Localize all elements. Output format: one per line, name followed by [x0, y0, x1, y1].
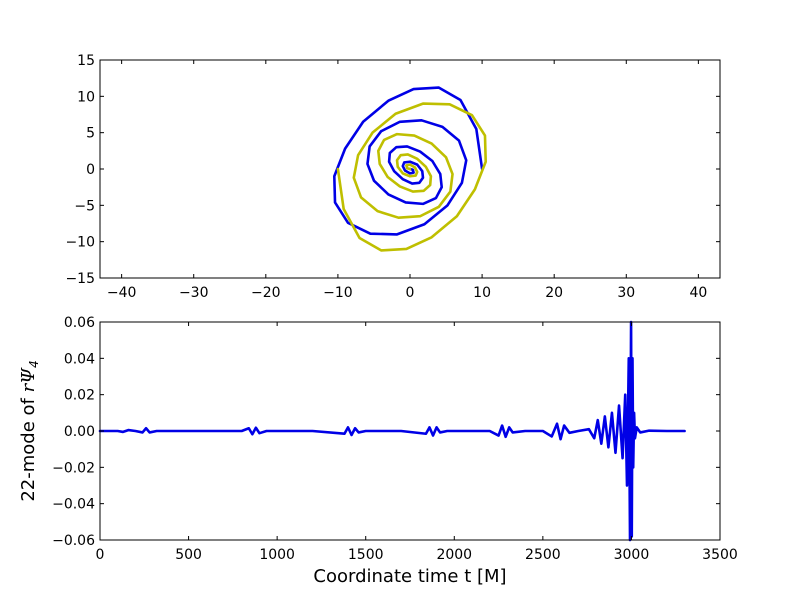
y-axis-label-prefix: 22-mode of — [18, 392, 39, 501]
orbit-x-tick-label: 40 — [689, 285, 707, 301]
orbit-plot: −40 −30 −20 −10 0 10 20 30 40 15 10 5 0 −5 −10 −15 — [65, 53, 721, 301]
orbit-x-tick-label: 10 — [473, 285, 491, 301]
orbit-y-tick-label: −5 — [74, 198, 95, 214]
orbit-x-tick-label: −40 — [107, 285, 137, 301]
waveform-x-axis: 0 500 1000 1500 2000 2500 3000 3500 — [96, 322, 738, 563]
orbit-x-tick-label: 0 — [406, 285, 415, 301]
x-axis-label: Coordinate time t [M] — [313, 566, 506, 587]
waveform-series-group — [98, 320, 686, 542]
waveform-y-axis: 0.06 0.04 0.02 0.00 −0.02 −0.04 −0.06 — [52, 315, 720, 549]
waveform-x-tick-label: 3000 — [614, 547, 650, 563]
waveform-y-tick-label: −0.04 — [52, 497, 95, 513]
waveform-x-tick-label: 2500 — [525, 547, 561, 563]
orbit-x-tick-label: 20 — [545, 285, 563, 301]
waveform-y-tick-label: 0.04 — [64, 351, 95, 367]
waveform-x-tick-label: 3500 — [702, 547, 738, 563]
waveform-plot: 0 500 1000 1500 2000 2500 3000 3500 0.060.040.0… — [18, 315, 738, 587]
waveform-x-tick-label: 2000 — [436, 547, 472, 563]
orbit-y-tick-label: −15 — [65, 271, 95, 287]
orbit-y-tick-label: 5 — [86, 126, 95, 142]
orbit-y-tick-label: −10 — [65, 235, 95, 251]
y-axis-label: 22-mode of rΨ4 — [18, 360, 41, 501]
orbit-series-line-1 — [336, 102, 487, 252]
orbit-series-line-0 — [333, 86, 484, 236]
orbit-series-group — [333, 86, 487, 252]
y-axis-label-math: rΨ — [18, 367, 39, 393]
orbit-x-tick-label: −30 — [179, 285, 209, 301]
orbit-x-tick-label: −10 — [323, 285, 353, 301]
waveform-y-tick-label: 0.00 — [64, 424, 95, 440]
waveform-y-tick-label: 0.02 — [64, 388, 95, 404]
waveform-x-tick-label: 500 — [175, 547, 202, 563]
orbit-y-axis: 15 10 5 0 −5 −10 −15 — [65, 53, 720, 287]
y-axis-label-subscript: 4 — [27, 360, 41, 368]
waveform-series-line-0 — [98, 320, 686, 542]
orbit-y-tick-label: 15 — [77, 53, 95, 69]
orbit-y-tick-label: 10 — [77, 89, 95, 105]
orbit-x-tick-label: 30 — [617, 285, 635, 301]
waveform-y-tick-label: 0.06 — [64, 315, 95, 331]
waveform-x-tick-label: 1000 — [259, 547, 295, 563]
orbit-x-axis: −40 −30 −20 −10 0 10 20 30 40 — [107, 60, 707, 301]
waveform-x-tick-label: 0 — [96, 547, 105, 563]
waveform-y-tick-label: −0.02 — [52, 460, 95, 476]
waveform-x-tick-label: 1500 — [348, 547, 384, 563]
waveform-y-tick-label: −0.06 — [52, 533, 95, 549]
orbit-y-tick-label: 0 — [86, 162, 95, 178]
orbit-x-tick-label: −20 — [251, 285, 281, 301]
